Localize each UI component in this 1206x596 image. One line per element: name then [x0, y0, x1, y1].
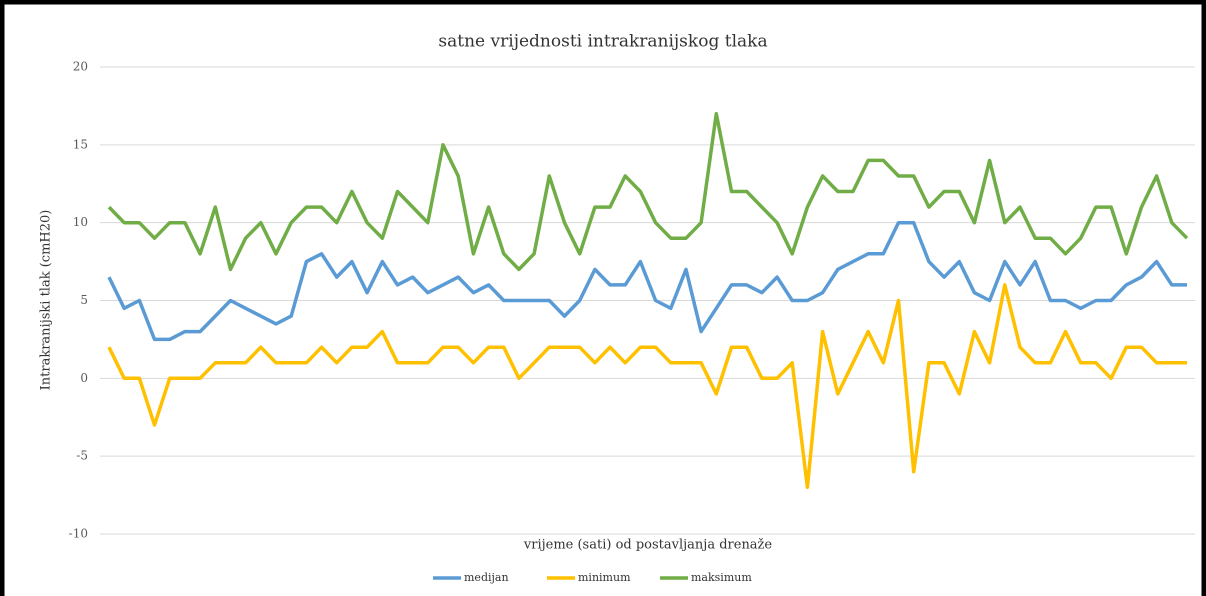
series-line	[107, 283, 1187, 490]
grid: -10 -5 0 5 10 15 20	[69, 60, 1195, 541]
y-tick-label: -5	[76, 449, 88, 463]
series-line	[107, 111, 1189, 272]
y-tick-label: 20	[73, 60, 88, 74]
y-tick-label: 0	[80, 371, 88, 385]
legend-label: medijan	[464, 571, 509, 584]
y-tick-label: 10	[73, 215, 88, 229]
series-line	[107, 220, 1187, 342]
y-tick-label: 5	[80, 293, 88, 307]
lines	[107, 111, 1189, 490]
x-axis-label: vrijeme (sati) od postavljanja drenaže	[523, 538, 773, 553]
y-tick-label: 15	[73, 137, 88, 151]
y-tick-label: -10	[69, 527, 88, 541]
legend: medijan minimum maksimum	[433, 571, 752, 584]
y-axis-label: Intrakranijski tlak (cmH20)	[39, 210, 54, 391]
legend-label: maksimum	[691, 571, 752, 584]
legend-label: minimum	[578, 571, 631, 584]
chart-title: satne vrijednosti intrakranijskog tlaka	[438, 32, 767, 52]
